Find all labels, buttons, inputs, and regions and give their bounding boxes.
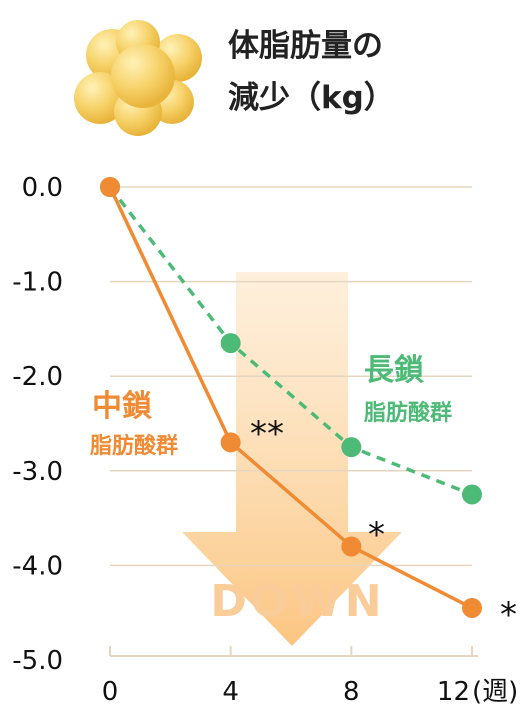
x-axis: 0 4 8 12 xyxy=(102,646,478,707)
fat-cells-icon xyxy=(74,20,202,136)
series-line-lct xyxy=(108,185,473,497)
y-tick-label: -5.0 xyxy=(12,646,63,676)
data-point-mct xyxy=(462,597,482,618)
data-point-lct xyxy=(341,437,362,458)
x-tick-label: 0 xyxy=(102,677,119,707)
x-tick-label: 8 xyxy=(343,677,360,707)
chart-title-line2: 減少（kg） xyxy=(228,80,395,116)
data-point-mct xyxy=(100,177,120,197)
significance-week4: ** xyxy=(250,414,284,454)
y-tick-label: -2.0 xyxy=(12,362,63,392)
down-arrow: DOWN xyxy=(182,272,402,646)
x-tick-label: 4 xyxy=(222,677,239,707)
chart-title-line1: 体脂肪量の xyxy=(228,28,383,64)
series-label-mct-line2: 脂肪酸群 xyxy=(90,433,178,459)
down-label: DOWN xyxy=(210,576,385,627)
data-point-lct xyxy=(220,333,241,354)
y-tick-label: -1.0 xyxy=(12,268,63,298)
series-label-lct-line1: 長鎖 xyxy=(364,353,424,388)
series xyxy=(100,177,482,618)
data-point-mct xyxy=(341,536,362,557)
series-line-mct xyxy=(108,186,473,610)
x-unit-label: (週) xyxy=(472,677,518,707)
y-tick-label: 0.0 xyxy=(22,173,63,203)
y-tick-label: -4.0 xyxy=(12,551,63,581)
significance-week12: * xyxy=(500,595,517,635)
grid-lines xyxy=(110,186,472,567)
y-axis: 0.0 -1.0 -2.0 -3.0 -4.0 -5.0 xyxy=(12,173,63,676)
y-tick-label: -3.0 xyxy=(12,457,63,487)
series-label-lct-line2: 脂肪酸群 xyxy=(364,400,452,426)
x-tick-label: 12 xyxy=(437,677,470,707)
series-label-mct-line1: 中鎖 xyxy=(92,389,152,424)
data-point-mct xyxy=(220,432,241,453)
data-point-lct xyxy=(462,484,482,505)
significance-week8: * xyxy=(368,515,385,555)
